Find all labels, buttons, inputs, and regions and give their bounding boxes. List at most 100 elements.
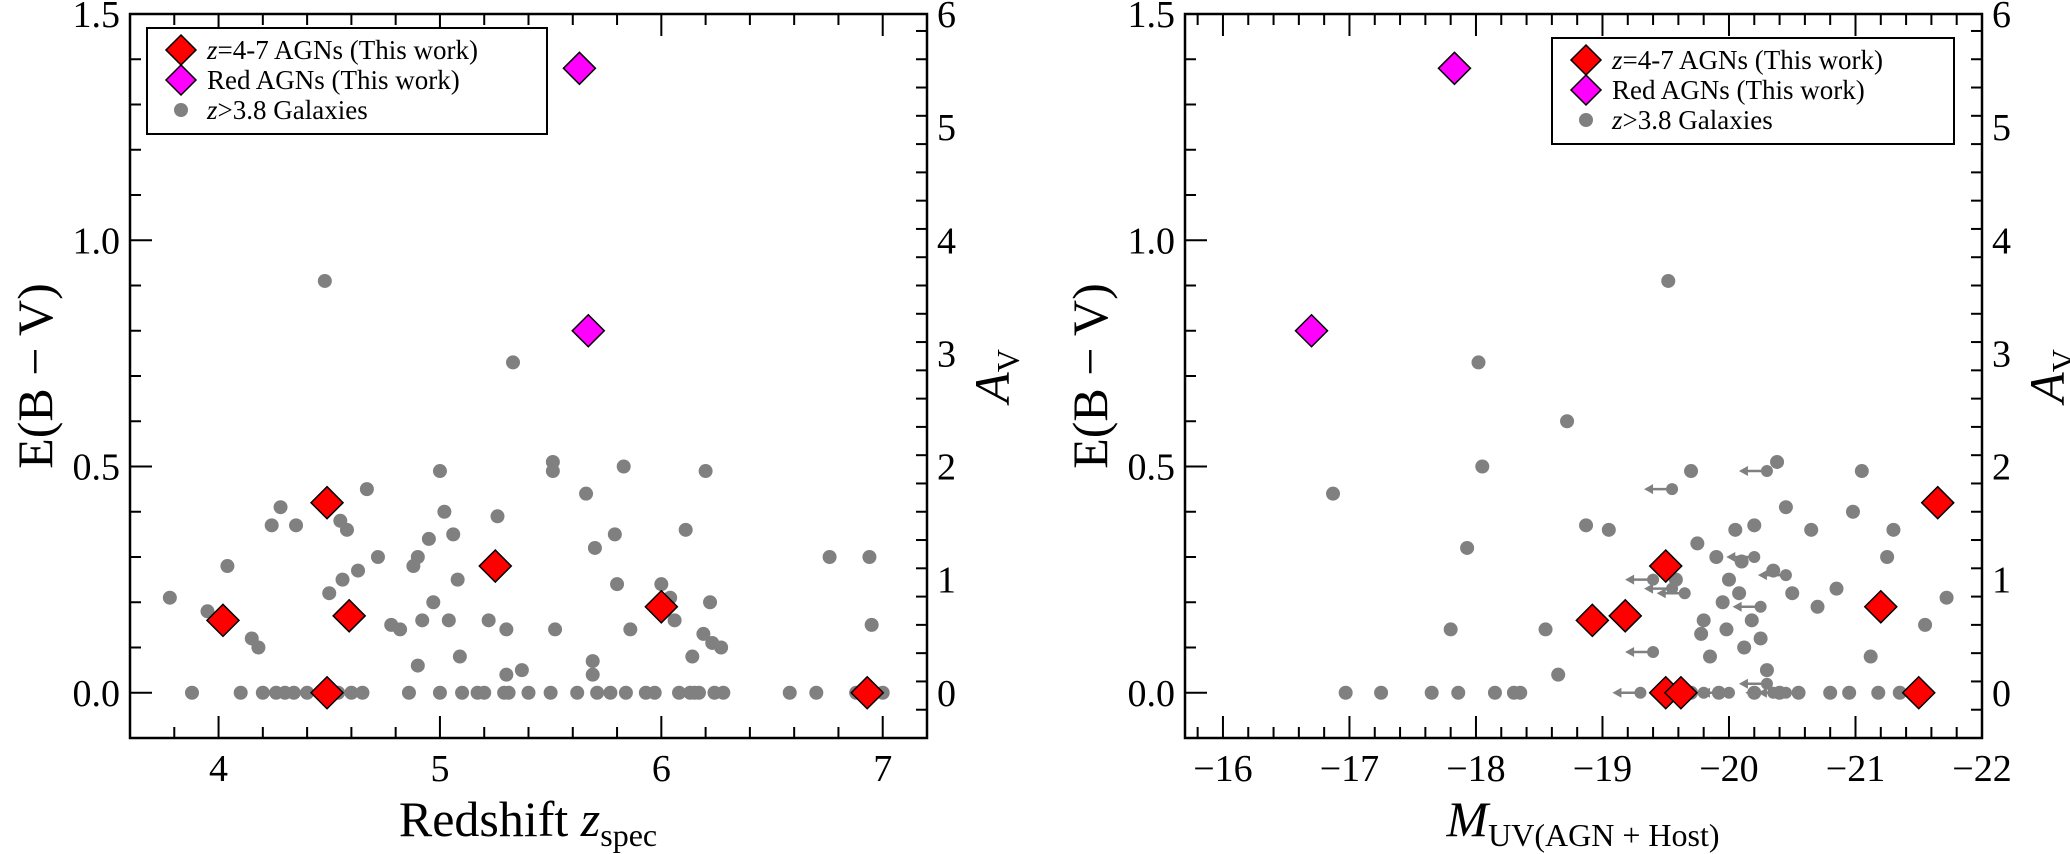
data-point-circle [1647, 646, 1660, 659]
data-point-circle [501, 685, 516, 700]
data-point-circle [446, 527, 461, 542]
data-point-circle [264, 518, 279, 533]
legend-label-text: >3.8 Galaxies [218, 95, 368, 125]
data-point-circle [317, 273, 332, 288]
data-point-circle [698, 464, 713, 479]
data-point-circle [393, 622, 408, 637]
data-point-diamond [1901, 675, 1936, 710]
upper-limit-arrowhead [1612, 687, 1622, 698]
data-point-circle [1728, 522, 1743, 537]
data-point-circle [585, 654, 600, 669]
data-point-circle [251, 640, 266, 655]
series-z-4-7-agns-this-work- [205, 485, 885, 710]
data-point-circle [672, 685, 687, 700]
data-point-diamond [1575, 603, 1610, 638]
x-tick-label: 6 [652, 748, 671, 790]
data-point-circle [162, 590, 177, 605]
y-right-axis-label: AV [964, 349, 1026, 406]
data-point-circle [1443, 622, 1458, 637]
data-point-circle [1744, 613, 1759, 628]
data-point-circle [481, 613, 496, 628]
data-point-diamond [332, 598, 367, 633]
data-point-circle [506, 355, 521, 370]
data-point-circle [543, 685, 558, 700]
legend-label: Red AGNs (This work) [207, 65, 460, 95]
data-point-circle [273, 500, 288, 515]
data-point-diamond [478, 548, 513, 584]
data-point-diamond [1863, 589, 1898, 624]
data-point-circle [1551, 667, 1566, 682]
y-axis-label: E(B − V) [1062, 283, 1118, 469]
data-point-circle [1760, 677, 1773, 690]
legend-label-text: >3.8 Galaxies [1623, 105, 1773, 135]
legend-label: z=4-7 AGNs (This work) [1611, 45, 1883, 75]
data-point-diamond [1437, 51, 1472, 86]
data-point-circle [809, 685, 824, 700]
x-axis-label: Redshift zspec [399, 791, 657, 853]
data-point-circle [286, 685, 301, 700]
x-axis-label-math: M [1445, 791, 1490, 847]
data-point-circle [1791, 685, 1806, 700]
data-point-circle [603, 685, 618, 700]
legend-label-text: Red AGNs (This work) [207, 65, 460, 95]
data-point-diamond [1608, 598, 1643, 633]
data-point-circle [1579, 518, 1594, 533]
data-point-circle [339, 522, 354, 537]
data-point-circle [1513, 685, 1528, 700]
data-point-circle [1845, 504, 1860, 519]
y-right-axis-label-symbol: A [2019, 372, 2070, 406]
x-tick-label: −21 [1826, 748, 1885, 790]
data-point-circle [1703, 649, 1718, 664]
data-point-circle [1374, 685, 1389, 700]
data-point-circle [610, 577, 625, 592]
data-point-circle [1696, 613, 1711, 628]
data-point-circle [441, 613, 456, 628]
data-point-circle [667, 613, 682, 628]
x-tick-label: −17 [1320, 748, 1379, 790]
data-point-circle [1338, 685, 1353, 700]
data-point-circle [678, 522, 693, 537]
legend-box [146, 27, 548, 135]
upper-limit-arrowhead [1745, 687, 1755, 698]
data-point-circle [714, 640, 729, 655]
panel-2: −16 −17 −18 −19 −20 −21 −22 0.0 0.5 1.0 1.5 0 1 2 3 4 5 6… [1062, 0, 2070, 853]
data-point-circle [1661, 273, 1676, 288]
y-right-axis-label-sub: V [2045, 349, 2070, 372]
data-point-circle [1880, 550, 1895, 564]
data-point-circle [1451, 685, 1466, 700]
y-axis-label: E(B − V) [7, 283, 63, 469]
data-point-circle [432, 464, 447, 479]
data-point-circle [184, 685, 199, 700]
series-z-4-7-agns-this-work- [1575, 485, 1955, 710]
data-point-circle [351, 563, 366, 578]
data-point-circle [1487, 685, 1502, 700]
x-axis-label: MUV(AGN + Host) [1445, 791, 1719, 853]
y-tick-label: 0.0 [73, 673, 121, 715]
legend-marker-diamond [1569, 73, 1603, 107]
data-point-circle [1601, 522, 1616, 537]
y-tick-label: 0.5 [1128, 447, 1176, 489]
data-point-circle [654, 577, 669, 592]
upper-limit-arrowhead [1644, 484, 1654, 495]
data-point-circle [570, 685, 585, 700]
data-point-circle [421, 531, 436, 546]
data-point-circle [822, 550, 837, 564]
legend-label-math: z [1611, 105, 1623, 135]
legend-box [1551, 37, 1955, 145]
data-point-circle [691, 685, 706, 700]
data-point-circle [499, 622, 514, 637]
data-point-diamond [850, 675, 885, 710]
data-point-circle [514, 663, 529, 678]
x-tick-label: −16 [1193, 748, 1252, 790]
y-right-axis-label-sub: V [990, 349, 1026, 372]
legend-label: z=4-7 AGNs (This work) [206, 35, 478, 65]
data-point-diamond [571, 313, 606, 348]
data-point-circle [455, 685, 470, 700]
legend-label: z>3.8 Galaxies [206, 95, 368, 125]
data-point-circle [1719, 622, 1734, 637]
data-point-circle [200, 604, 215, 619]
x-axis-label-sub: UV(AGN + Host) [1488, 817, 1719, 853]
data-point-circle [1886, 522, 1901, 537]
x-tick-label: 4 [209, 748, 228, 790]
y-right-tick-label: 1 [1992, 560, 2011, 602]
